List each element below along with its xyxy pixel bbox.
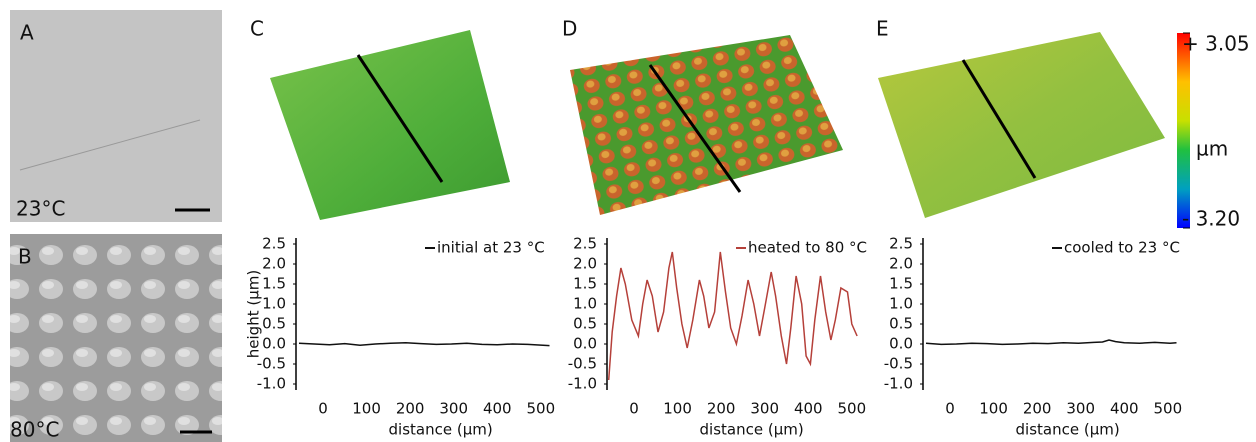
surface-e	[878, 32, 1165, 218]
profile-line	[648, 64, 742, 193]
legend-label: heated to 80 °C	[748, 239, 867, 257]
series-line	[925, 339, 1177, 346]
x-tick-label: 100	[352, 400, 381, 418]
x-tick-label: 500	[527, 400, 556, 418]
y-tick-label: 0.5	[889, 315, 913, 333]
panel-label: D	[562, 17, 577, 41]
micrograph-b	[10, 234, 222, 442]
x-tick-label: 200	[396, 400, 425, 418]
x-tick-label: 300	[1066, 400, 1095, 418]
y-tick-label: -0.5	[257, 355, 286, 373]
y-tick-label: 2.5	[889, 235, 913, 253]
y-tick-label: 1.5	[262, 275, 286, 293]
colorbar	[1177, 33, 1190, 228]
y-tick-label: 1.5	[889, 275, 913, 293]
panel-label: C	[250, 17, 264, 41]
y-tick-label: -1.0	[257, 375, 286, 393]
y-tick-label: 2.0	[889, 255, 913, 273]
temperature-label: 80°C	[10, 418, 59, 442]
x-tick-label: 400	[1110, 400, 1139, 418]
x-tick-label: 0	[629, 400, 639, 418]
series-line	[607, 251, 858, 381]
y-tick-label: 0.0	[889, 335, 913, 353]
x-tick-label: 400	[794, 400, 823, 418]
x-tick-label: 0	[318, 400, 328, 418]
x-axis-label: distance (µm)	[389, 421, 493, 439]
panel-label: E	[876, 17, 889, 41]
legend-label: cooled to 23 °C	[1064, 239, 1180, 257]
y-tick-label: 1.0	[889, 295, 913, 313]
y-tick-label: 1.5	[573, 275, 597, 293]
y-tick-label: 2.5	[262, 235, 286, 253]
panel-label: A	[20, 21, 34, 45]
x-tick-label: 500	[1154, 400, 1183, 418]
y-tick-label: 0.5	[262, 315, 286, 333]
x-tick-label: 200	[1023, 400, 1052, 418]
x-tick-label: 100	[663, 400, 692, 418]
profile-line	[961, 59, 1037, 179]
y-tick-label: 0.0	[573, 335, 597, 353]
x-tick-label: 400	[483, 400, 512, 418]
y-tick-label: 2.0	[573, 255, 597, 273]
x-tick-label: 0	[945, 400, 955, 418]
y-tick-label: 0.5	[573, 315, 597, 333]
y-tick-label: -0.5	[884, 355, 913, 373]
legend-label: initial at 23 °C	[437, 239, 545, 257]
x-axis-label: distance (µm)	[700, 421, 804, 439]
y-tick-label: 0.0	[262, 335, 286, 353]
panel-label: B	[18, 245, 32, 269]
y-tick-label: -0.5	[568, 355, 597, 373]
x-tick-label: 200	[707, 400, 736, 418]
y-tick-label: 2.0	[262, 255, 286, 273]
colorbar-unit: µm	[1196, 137, 1228, 161]
colorbar-tick-label: + 3.05	[1182, 32, 1250, 56]
micrograph-a	[10, 10, 222, 222]
temperature-label: 23°C	[16, 197, 65, 221]
y-tick-label: 1.0	[262, 295, 286, 313]
colorbar-tick-label: - 3.20	[1182, 207, 1240, 231]
x-tick-label: 300	[439, 400, 468, 418]
x-axis-label: distance (µm)	[1016, 421, 1120, 439]
x-tick-label: 300	[750, 400, 779, 418]
texture	[19, 119, 201, 171]
y-tick-label: 2.5	[573, 235, 597, 253]
y-tick-label: 1.0	[573, 295, 597, 313]
surface-c	[270, 30, 510, 220]
y-axis-label: height (µm)	[245, 270, 263, 358]
y-tick-label: -1.0	[884, 375, 913, 393]
x-tick-label: 500	[838, 400, 867, 418]
series-line	[298, 342, 550, 347]
y-tick-label: -1.0	[568, 375, 597, 393]
surface-d	[570, 35, 843, 215]
profile-line	[356, 54, 444, 183]
x-tick-label: 100	[979, 400, 1008, 418]
